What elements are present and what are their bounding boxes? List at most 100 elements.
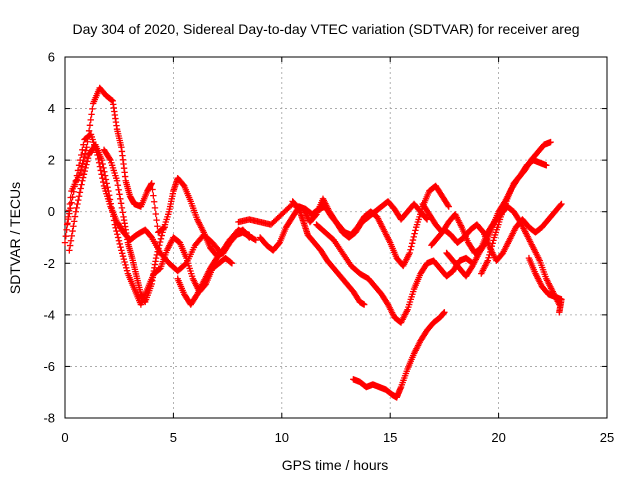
data-point [107, 200, 114, 207]
data-point [69, 227, 76, 235]
data-point [110, 213, 117, 220]
series-track-10 [350, 309, 448, 401]
x-tick-label: 15 [383, 430, 397, 445]
data-point [152, 210, 159, 218]
data-point [87, 116, 94, 124]
data-point [152, 254, 160, 262]
data-point [119, 252, 127, 260]
data-point [558, 200, 565, 208]
data-point [114, 182, 122, 189]
axis-ticks [64, 56, 608, 419]
data-point [487, 245, 495, 253]
data-point [490, 237, 497, 244]
data-point [113, 177, 121, 184]
data-point [118, 250, 126, 257]
data-point [79, 146, 86, 154]
data-point [66, 210, 73, 217]
data-point [114, 231, 121, 238]
y-tick-label: -6 [43, 359, 55, 374]
data-point [117, 195, 124, 203]
data-point [117, 243, 124, 251]
data-point [547, 138, 554, 146]
data-point [148, 180, 155, 187]
y-tick-label: -4 [43, 307, 55, 322]
y-tick-label: -2 [43, 256, 55, 271]
data-point [411, 230, 418, 237]
series-track-8 [289, 198, 368, 308]
y-axis-label: SDTVAR / TECUs [7, 182, 23, 294]
y-tick-label: 2 [48, 153, 55, 168]
data-point [108, 204, 115, 212]
data-point [119, 209, 126, 216]
data-point [76, 156, 84, 164]
data-point [99, 160, 106, 168]
data-point [103, 180, 110, 187]
data-point [68, 199, 75, 206]
series-track-5 [174, 229, 253, 308]
data-point [84, 158, 91, 165]
data-point [71, 213, 79, 220]
data-point [104, 184, 111, 191]
data-point [70, 188, 77, 195]
data-point [89, 105, 96, 113]
data-point [481, 240, 488, 248]
data-point [67, 237, 75, 244]
data-point [106, 196, 114, 203]
data-point [441, 309, 448, 316]
data-point [246, 231, 253, 239]
data-point [83, 161, 90, 168]
data-point [73, 204, 80, 212]
data-point [486, 248, 494, 256]
data-point [150, 198, 158, 205]
data-point [79, 177, 86, 184]
series-track-3 [66, 141, 236, 308]
data-point [445, 203, 452, 210]
data-point [79, 160, 86, 167]
data-point [486, 251, 493, 259]
data-point [228, 260, 236, 267]
data-point [444, 202, 452, 209]
data-point [111, 221, 119, 228]
data-point [100, 164, 107, 172]
data-points [61, 84, 565, 401]
data-point [115, 237, 123, 244]
data-point [101, 172, 109, 179]
data-point [484, 257, 491, 264]
data-point [78, 181, 85, 188]
series-track-7 [256, 182, 452, 270]
data-point [423, 215, 430, 222]
x-tick-label: 0 [61, 430, 68, 445]
data-point [150, 192, 157, 199]
data-point [406, 249, 413, 257]
data-point [488, 243, 496, 250]
plot-frame [64, 56, 608, 419]
series-track-12 [428, 200, 565, 264]
data-point [485, 254, 492, 262]
data-point [101, 168, 108, 175]
data-point [102, 176, 110, 183]
data-point [66, 242, 74, 249]
data-point [408, 243, 415, 250]
data-point [106, 155, 113, 163]
data-point [121, 258, 128, 266]
data-point [118, 247, 125, 254]
data-point [71, 218, 78, 225]
data-point [556, 309, 563, 316]
data-point [75, 196, 82, 204]
data-point [67, 204, 74, 212]
data-point [412, 227, 419, 234]
data-point [155, 245, 162, 252]
y-tick-label: -8 [43, 411, 55, 426]
data-point [77, 185, 84, 192]
data-point [84, 155, 92, 162]
data-point [70, 223, 77, 230]
series-track-14 [478, 156, 550, 277]
data-point [252, 236, 259, 244]
data-point [154, 223, 161, 230]
data-point [65, 215, 72, 223]
x-axis-label: GPS time / hours [282, 457, 389, 473]
data-point [157, 235, 165, 242]
data-point [557, 201, 564, 209]
data-point [61, 239, 69, 246]
